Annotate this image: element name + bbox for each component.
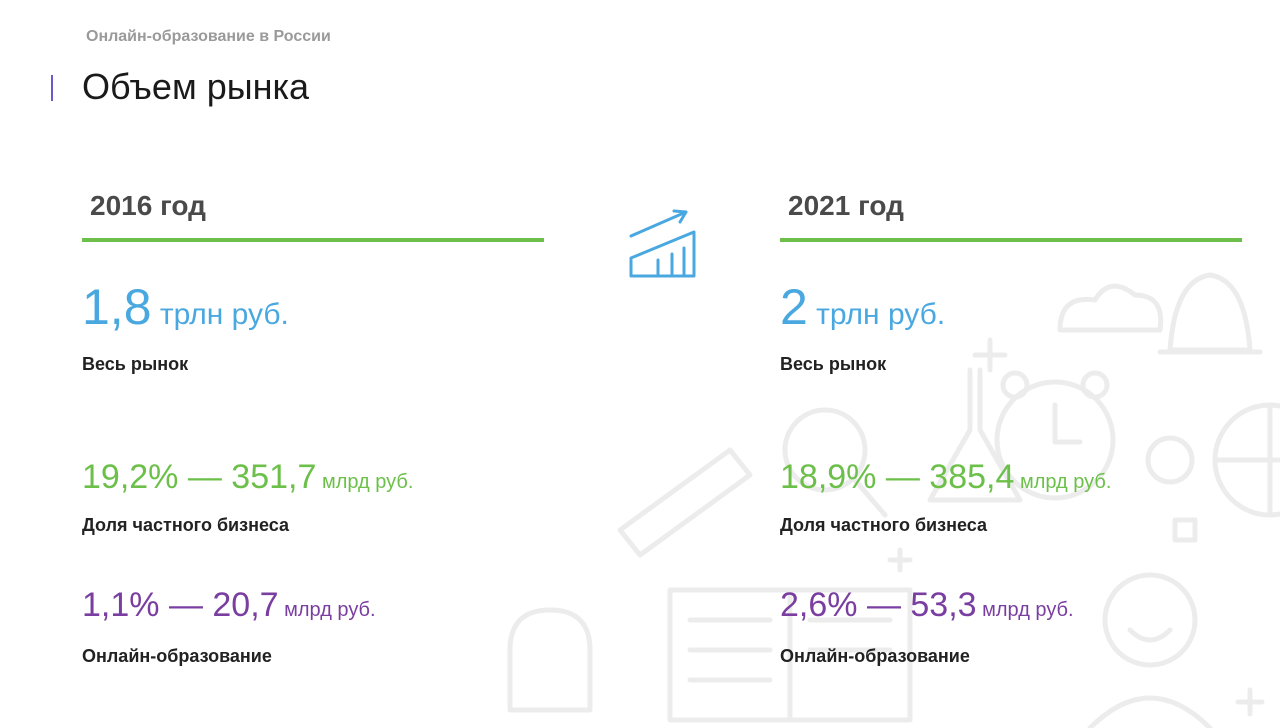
magnifier-doodle [782, 407, 868, 493]
growth-chart-icon [629, 209, 696, 278]
title-marker [51, 75, 53, 101]
total-market-label: Весь рынок [780, 354, 887, 374]
private-share-label: Доля частного бизнеса [82, 515, 289, 535]
total-market-label: Весь рынок [82, 354, 189, 374]
section-supertitle: Онлайн-образование в России [86, 28, 331, 45]
bell-doodle [1167, 272, 1253, 353]
cup-doodle [507, 607, 593, 713]
private-share-number: 19,2% — 351,7 [82, 458, 317, 496]
online-share-value: 1,1% — 20,7 млрд руб. [82, 586, 376, 625]
cloud-doodle [1057, 283, 1164, 333]
clock-doodle [994, 379, 1116, 501]
private-share-value: 19,2% — 351,7 млрд руб. [82, 458, 413, 497]
online-share-number: 1,1% — 20,7 [82, 586, 279, 624]
online-share-unit: млрд руб. [976, 599, 1074, 621]
total-market-value: 1,8 трлн руб. [82, 278, 289, 336]
private-share-label: Доля частного бизнеса [780, 515, 987, 535]
apple-doodle [1145, 435, 1195, 485]
year-heading: 2021 год [788, 190, 904, 221]
private-share-unit: млрд руб. [316, 471, 414, 493]
total-market-value: 2 трлн руб. [780, 278, 945, 336]
private-share-value: 18,9% — 385,4 млрд руб. [780, 458, 1111, 497]
private-share-unit: млрд руб. [1014, 471, 1112, 493]
year-divider [780, 238, 1242, 242]
total-value-number: 2 [780, 279, 808, 335]
online-share-label: Онлайн-образование [82, 646, 272, 666]
person-doodle [1102, 572, 1198, 668]
page-title: Объем рынка [82, 66, 310, 107]
total-value-unit: трлн руб. [807, 298, 946, 331]
private-share-number: 18,9% — 385,4 [780, 458, 1015, 496]
pencil-doodle [617, 447, 753, 558]
book-doodle [667, 587, 793, 723]
online-share-value: 2,6% — 53,3 млрд руб. [780, 586, 1074, 625]
total-value-number: 1,8 [82, 279, 152, 335]
year-heading: 2016 год [90, 190, 206, 221]
year-divider [82, 238, 544, 242]
column-2021: 2021 год 2 трлн руб. Весь рынок 18,9% — … [780, 190, 1250, 666]
column-2016: 2016 год 1,8 трлн руб. Весь рынок 19,2% … [82, 190, 552, 666]
education-doodles-background [507, 272, 1280, 728]
online-share-label: Онлайн-образование [780, 646, 970, 666]
online-share-unit: млрд руб. [278, 599, 376, 621]
flask-doodle [927, 367, 1023, 503]
total-value-unit: трлн руб. [151, 298, 289, 331]
online-share-number: 2,6% — 53,3 [780, 586, 977, 624]
